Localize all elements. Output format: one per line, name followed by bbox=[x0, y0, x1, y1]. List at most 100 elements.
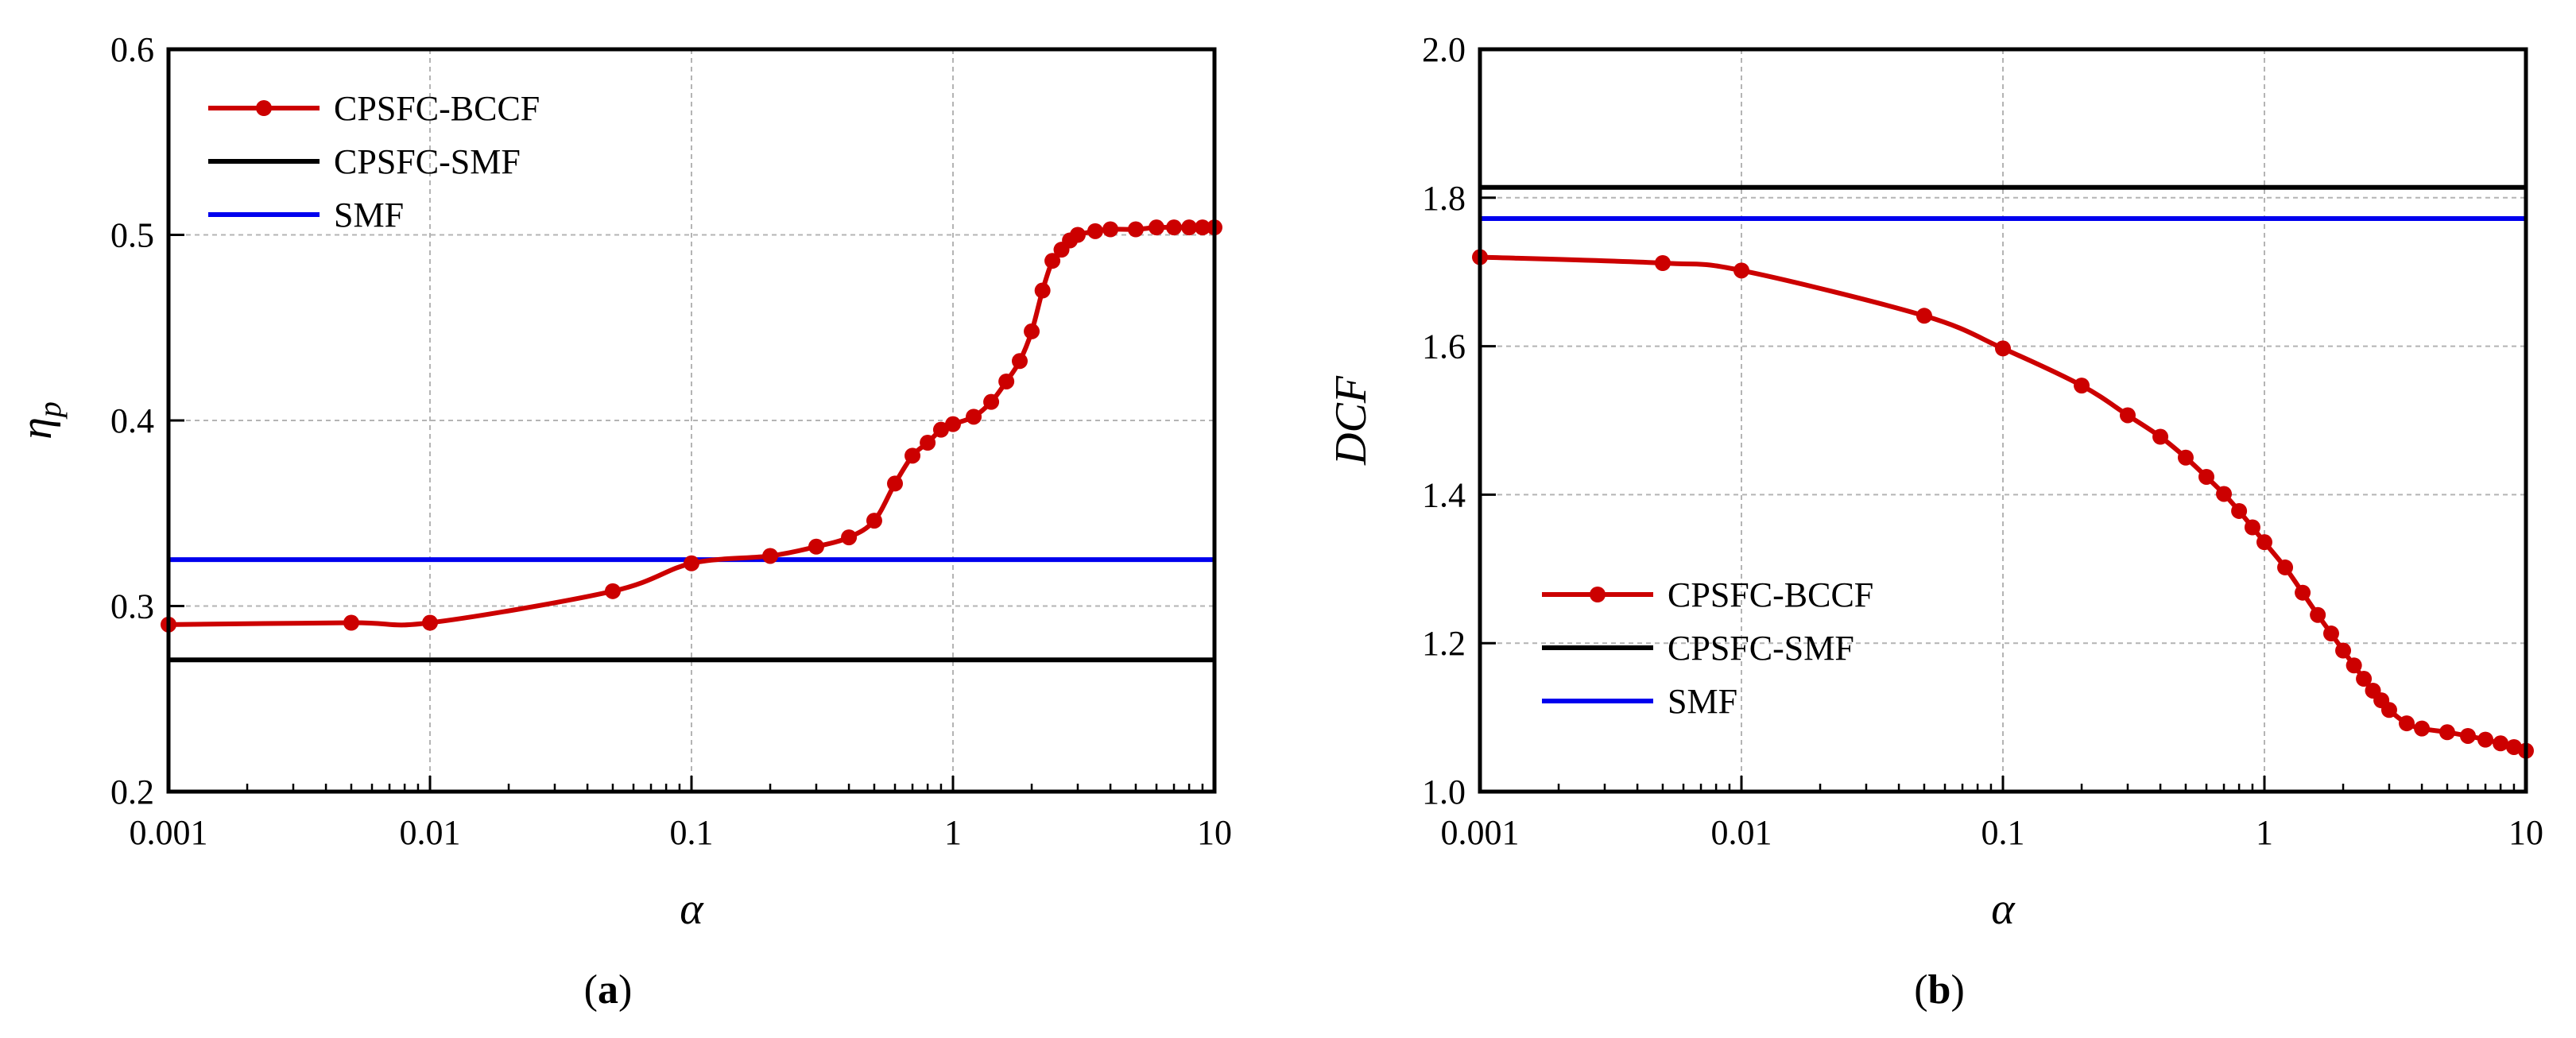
data-point bbox=[1044, 253, 1061, 269]
data-point bbox=[808, 538, 824, 555]
x-tick-label: 0.001 bbox=[1441, 813, 1520, 852]
data-point bbox=[1166, 219, 1183, 236]
data-point bbox=[1654, 254, 1671, 271]
data-point bbox=[2119, 407, 2136, 424]
data-point bbox=[2310, 606, 2326, 623]
data-point bbox=[1011, 353, 1028, 370]
data-point bbox=[1102, 221, 1119, 238]
data-point bbox=[2295, 584, 2311, 601]
legend-label: SMF bbox=[1668, 682, 1737, 721]
y-axis-label: DCF bbox=[1327, 375, 1376, 466]
plot-frame bbox=[166, 47, 1217, 794]
data-point bbox=[1069, 227, 1086, 243]
y-tick-label: 2.0 bbox=[1422, 30, 1466, 69]
data-point bbox=[2398, 715, 2415, 732]
data-point bbox=[932, 421, 949, 438]
x-axis-label: α bbox=[680, 885, 704, 934]
data-point bbox=[945, 416, 961, 432]
y-tick-label: 0.3 bbox=[110, 587, 154, 626]
caption-close-paren: ) bbox=[618, 967, 632, 1013]
data-point bbox=[2460, 727, 2477, 744]
caption-open-paren: ( bbox=[1914, 967, 1927, 1013]
legend-label: CPSFC-SMF bbox=[334, 142, 521, 181]
plot-frame bbox=[1478, 47, 2528, 794]
legend-label: CPSFC-BCCF bbox=[334, 89, 540, 128]
data-point bbox=[2177, 449, 2194, 466]
y-tick-label: 1.0 bbox=[1422, 773, 1466, 811]
y-tick-label: 0.5 bbox=[110, 216, 154, 255]
data-point bbox=[1916, 308, 1932, 324]
data-point bbox=[1995, 340, 2011, 357]
x-axis-label: α bbox=[1991, 885, 2016, 934]
data-point bbox=[1149, 219, 1165, 236]
data-point bbox=[2074, 378, 2090, 394]
data-point bbox=[1087, 223, 1103, 239]
caption-letter: a bbox=[598, 967, 618, 1013]
y-axis-label: ηp bbox=[12, 401, 68, 440]
panel-caption: (b) bbox=[1914, 967, 1965, 1013]
caption-open-paren: ( bbox=[584, 967, 598, 1013]
legend-label: SMF bbox=[334, 196, 404, 234]
caption-close-paren: ) bbox=[1950, 967, 1964, 1013]
data-point bbox=[2346, 657, 2362, 674]
data-point bbox=[1127, 221, 1144, 238]
data-point bbox=[2231, 502, 2248, 519]
data-point bbox=[983, 393, 1000, 410]
legend-label: CPSFC-SMF bbox=[1668, 629, 1854, 668]
data-point bbox=[684, 555, 699, 571]
data-point bbox=[762, 548, 779, 564]
data-point bbox=[2198, 468, 2215, 485]
y-tick-label: 1.8 bbox=[1422, 179, 1466, 218]
data-point bbox=[2493, 735, 2509, 752]
panel-caption: (a) bbox=[584, 967, 633, 1013]
data-point bbox=[2277, 559, 2294, 575]
data-point bbox=[2505, 738, 2522, 755]
data-point bbox=[2477, 731, 2494, 748]
x-tick-label: 1 bbox=[2256, 813, 2273, 852]
data-point bbox=[604, 583, 621, 599]
panel-a-chart: 0.001 0.01 0.1 1 10 0.2 0.3 0.4 0.5 0.6 α ηp CPSFC-B… bbox=[12, 30, 1232, 1013]
data-point bbox=[2322, 626, 2339, 642]
data-point bbox=[905, 447, 921, 464]
data-point bbox=[2335, 642, 2352, 659]
data-point bbox=[1194, 219, 1211, 236]
caption-letter: b bbox=[1928, 967, 1951, 1013]
data-point bbox=[887, 475, 904, 492]
data-point bbox=[998, 373, 1015, 389]
data-point bbox=[2380, 702, 2397, 718]
y-tick-label: 1.6 bbox=[1422, 327, 1466, 366]
data-point bbox=[1181, 219, 1198, 236]
legend-marker bbox=[1590, 587, 1606, 602]
data-point bbox=[1034, 282, 1051, 299]
y-tick-label: 0.6 bbox=[110, 30, 154, 69]
x-tick-label: 0.1 bbox=[1981, 813, 2025, 852]
y-axis-label-main: η bbox=[12, 417, 61, 440]
data-point bbox=[422, 614, 438, 631]
data-point bbox=[866, 513, 882, 529]
y-axis-label-subscript: p bbox=[32, 401, 68, 420]
data-point bbox=[2216, 486, 2233, 502]
y-tick-label: 0.2 bbox=[110, 773, 154, 811]
y-axis-label-main: DCF bbox=[1327, 375, 1376, 466]
data-point bbox=[2438, 724, 2455, 741]
data-point bbox=[966, 409, 982, 425]
data-point bbox=[2244, 519, 2260, 536]
data-point bbox=[2356, 671, 2373, 687]
data-point bbox=[1024, 323, 1040, 339]
data-point bbox=[2152, 428, 2169, 445]
data-point bbox=[920, 435, 936, 451]
x-tick-label: 0.01 bbox=[400, 813, 461, 852]
y-tick-label: 0.4 bbox=[110, 401, 154, 440]
data-point bbox=[343, 614, 359, 631]
y-tick-label: 1.2 bbox=[1422, 624, 1466, 663]
panel-b-chart: 0.001 0.01 0.1 1 10 1.0 1.2 1.4 1.6 1.8 2.0 α DCF CPS… bbox=[1327, 30, 2543, 1013]
legend-label: CPSFC-BCCF bbox=[1668, 575, 1873, 614]
x-tick-label: 10 bbox=[1197, 813, 1232, 852]
data-point bbox=[1733, 262, 1749, 279]
data-point bbox=[2414, 720, 2431, 737]
x-tick-label: 0.01 bbox=[1711, 813, 1772, 852]
x-tick-label: 10 bbox=[2508, 813, 2543, 852]
legend-marker bbox=[256, 100, 272, 116]
x-tick-label: 0.001 bbox=[130, 813, 208, 852]
